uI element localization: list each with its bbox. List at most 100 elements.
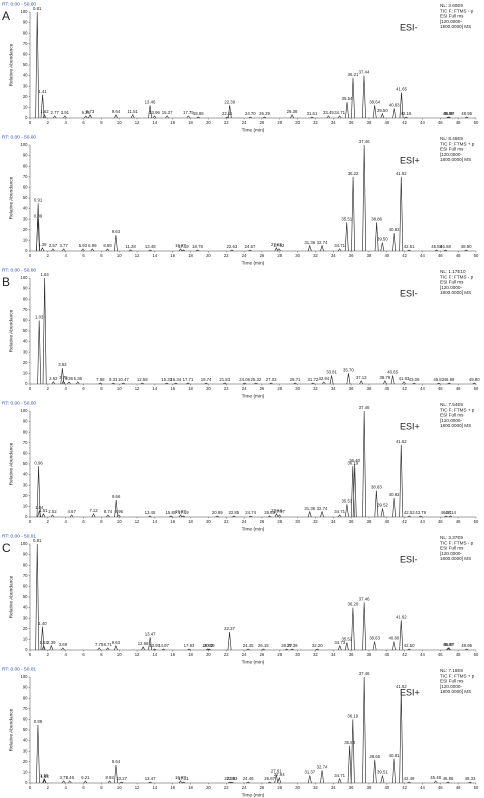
peak [42,779,47,784]
x-tick-label: 4 [65,652,68,657]
peak-label: 46.86 [443,776,454,781]
peak [443,249,448,252]
info-line: NL: 3.37E9 [440,535,463,540]
peak [232,515,236,518]
peak [248,515,253,518]
x-tick-label: 28 [277,120,282,125]
peak-label: 1.51 [39,508,48,513]
peak-label: 46.97 [444,642,455,647]
peak [337,777,342,784]
x-tick-label: 50 [474,253,479,258]
x-tick-label: 44 [420,386,425,391]
peak [42,277,47,385]
peak [169,515,173,518]
peak-label: 1.04 [35,505,44,510]
peak [178,514,183,518]
x-tick-label: 32 [313,386,318,391]
peak-label: 36.19 [347,460,358,465]
x-tick-label: 6 [82,652,85,657]
x-tick-label: 0 [29,652,32,657]
peak [51,381,56,385]
x-axis-label: Time (min) [242,526,265,532]
x-tick-label: 48 [456,120,461,125]
y-tick-label: 70 [23,307,28,312]
peak [230,781,234,784]
peak-label: 16.87 [175,775,186,780]
peak [69,514,74,518]
peak [36,724,40,784]
peak [311,382,315,385]
peak-label: 27.64 [271,508,282,513]
peak-label: 1.62 [40,109,49,114]
x-tick-label: 40 [384,253,389,258]
peak-label: 5.93 [79,243,88,248]
peak [351,176,355,252]
peak [248,116,253,119]
peak [242,382,247,385]
peak-label: 3.77 [59,243,68,248]
x-tick-label: 24 [242,120,247,125]
peak [164,382,169,385]
info-line: ESI Full ms [440,280,464,285]
y-tick-label: 30 [23,83,28,88]
peak [277,248,281,252]
peak-label: 42.50 [404,643,415,648]
peak [165,115,169,119]
info-line: NL: 3.60E9 [440,3,463,8]
peak-label: 12.68 [138,641,149,646]
peak-label: 7.88 [96,377,105,382]
peak [114,500,119,518]
x-tick-label: 32 [313,785,318,790]
peak [404,116,408,119]
peak [49,644,54,651]
x-tick-label: 32 [313,253,318,258]
peak [97,647,101,651]
peak [284,648,289,651]
peak [337,514,342,518]
y-tick-label: 50 [23,594,28,599]
peak-label: 27.03 [266,377,277,382]
x-tick-label: 4 [65,253,68,258]
x-tick-label: 26 [260,652,265,657]
peak [321,381,326,385]
peak [195,249,200,252]
peak-label: 0.89 [34,213,43,218]
peak-label: 37.46 [359,671,370,676]
peak [207,648,211,651]
peak-label: 38.64 [369,99,380,104]
x-axis-label: Time (min) [242,127,265,133]
peak-label: 0.89 [34,719,43,724]
x-tick-label: 20 [206,120,211,125]
peak-label: 42.16 [401,111,412,116]
y-axis-label: Relative Abundance [8,708,14,751]
peak [464,249,468,252]
ionization-mode: ESI- [400,288,418,298]
peak-label: 17.83 [184,643,195,648]
x-tick-label: 12 [135,386,140,391]
x-tick-label: 24 [242,519,247,524]
x-tick-label: 18 [188,785,193,790]
x-tick-label: 30 [295,652,300,657]
peak [362,676,367,784]
y-tick-label: 0 [25,381,28,386]
y-tick-label: 20 [23,493,28,498]
peak [262,116,267,119]
peak [148,249,153,252]
peak [187,648,191,651]
peak-label: 1.64 [40,272,49,277]
peak [152,648,157,651]
peak-label: 40.81 [389,753,400,758]
peak-label: 41.93 [399,376,410,381]
ionization-mode: ESI+ [400,155,420,165]
peak-label: 10.27 [116,776,127,781]
peak-label: 48.95 [461,111,472,116]
peak-label: 18.86 [193,111,204,116]
x-tick-label: 46 [438,120,443,125]
y-tick-label: 60 [23,717,28,722]
info-line: TIC F: FTMS - p [440,274,474,279]
info-line: TIC F: FTMS + p [440,407,475,412]
peak-label: 1.53 [39,640,48,645]
x-tick-label: 32 [313,652,318,657]
peak [320,510,324,518]
x-tick-label: 22 [224,386,229,391]
